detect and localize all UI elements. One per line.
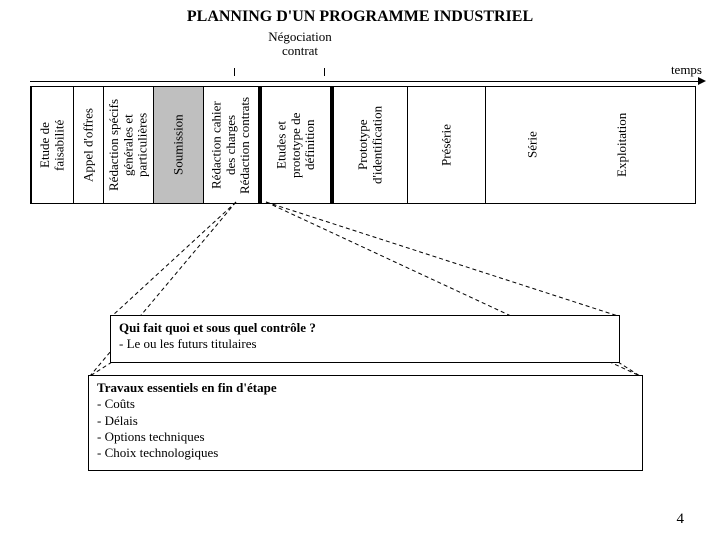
box2-item: - Choix technologiques bbox=[97, 445, 634, 461]
time-axis-line bbox=[30, 81, 700, 82]
phase-7: Présérie bbox=[407, 87, 485, 203]
time-axis-arrowhead bbox=[698, 77, 706, 85]
phase-1: Appel d'offres bbox=[73, 87, 103, 203]
phase-5: Etudes et prototype de définition bbox=[261, 87, 333, 203]
phase-0: Etude de faisabilité bbox=[31, 87, 73, 203]
negotiation-label: Négociation contrat bbox=[260, 30, 340, 59]
page-number: 4 bbox=[677, 511, 685, 528]
phase-4: Rédaction cahier des charges Rédaction c… bbox=[203, 87, 261, 203]
who-does-what-box: Qui fait quoi et sous quel contrôle ? - … bbox=[110, 315, 620, 363]
phase-8: Série bbox=[485, 87, 579, 203]
box1-item: - Le ou les futurs titulaires bbox=[119, 336, 611, 352]
box2-item: - Délais bbox=[97, 413, 634, 429]
box2-item: - Options techniques bbox=[97, 429, 634, 445]
box2-title: Travaux essentiels en fin d'étape bbox=[97, 380, 277, 395]
timeline-row: Etude de faisabilitéAppel d'offresRédact… bbox=[30, 86, 696, 204]
phase-9: Exploitation bbox=[579, 87, 665, 203]
box2-item: - Coûts bbox=[97, 396, 634, 412]
diagram-title: PLANNING D'UN PROGRAMME INDUSTRIEL bbox=[0, 8, 720, 26]
time-axis-label: temps bbox=[671, 62, 702, 78]
phase-2: Rédaction spécifs générales et particuli… bbox=[103, 87, 153, 203]
phase-3: Soumission bbox=[153, 87, 203, 203]
phase-6: Prototype d'identification bbox=[333, 87, 407, 203]
box1-title: Qui fait quoi et sous quel contrôle ? bbox=[119, 320, 316, 335]
essential-works-box: Travaux essentiels en fin d'étape - Coût… bbox=[88, 375, 643, 471]
